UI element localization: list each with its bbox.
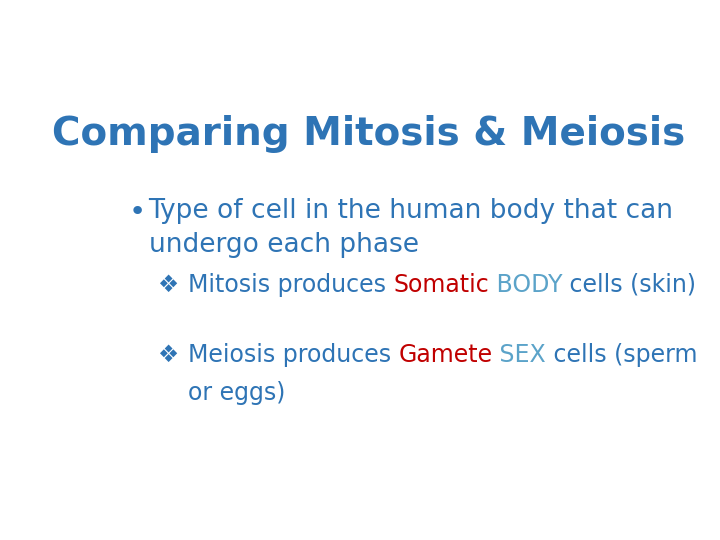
Text: cells (skin): cells (skin) — [562, 273, 696, 296]
Text: SEX: SEX — [492, 343, 546, 367]
Text: Comparing Mitosis & Meiosis: Comparing Mitosis & Meiosis — [53, 114, 685, 153]
Text: ❖: ❖ — [157, 343, 178, 367]
Text: or eggs): or eggs) — [188, 381, 285, 405]
Text: Meiosis produces: Meiosis produces — [188, 343, 398, 367]
Text: Gamete: Gamete — [398, 343, 492, 367]
Text: Somatic: Somatic — [393, 273, 489, 296]
Text: •: • — [129, 198, 146, 226]
Text: cells (sperm: cells (sperm — [546, 343, 698, 367]
Text: ❖: ❖ — [157, 273, 178, 296]
Text: Mitosis produces: Mitosis produces — [188, 273, 393, 296]
Text: Type of cell in the human body that can
undergo each phase: Type of cell in the human body that can … — [148, 198, 674, 258]
Text: BODY: BODY — [489, 273, 562, 296]
